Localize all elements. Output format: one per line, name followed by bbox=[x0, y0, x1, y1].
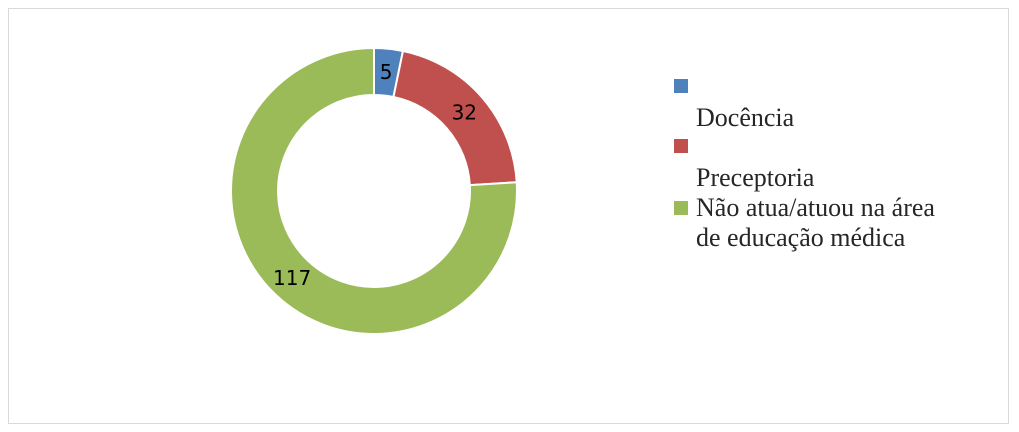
legend-swatch-docencia bbox=[674, 79, 688, 93]
data-label-preceptoria: 32 bbox=[452, 101, 477, 125]
legend: Docência Preceptoria Não atua/atuou na á… bbox=[674, 75, 1004, 253]
legend-label-preceptoria: Preceptoria bbox=[696, 163, 815, 192]
legend-item-docencia: Docência bbox=[674, 79, 1004, 133]
donut-chart: 5 32 117 bbox=[230, 46, 518, 335]
chart-frame: 5 32 117 Docência Preceptoria Não atua/atu… bbox=[8, 8, 1009, 424]
legend-swatch-preceptoria bbox=[674, 139, 688, 153]
legend-item-preceptoria: Preceptoria bbox=[674, 139, 1004, 193]
legend-swatch-nao-atua bbox=[674, 201, 688, 215]
slice-nao-atua bbox=[230, 46, 518, 335]
data-label-nao-atua: 117 bbox=[273, 266, 311, 290]
legend-label-docencia: Docência bbox=[696, 103, 795, 132]
legend-label-nao-atua: Não atua/atuou na área de educação médic… bbox=[696, 193, 935, 252]
data-label-docencia: 5 bbox=[380, 60, 393, 84]
legend-item-nao-atua: Não atua/atuou na área de educação médic… bbox=[674, 193, 1004, 253]
